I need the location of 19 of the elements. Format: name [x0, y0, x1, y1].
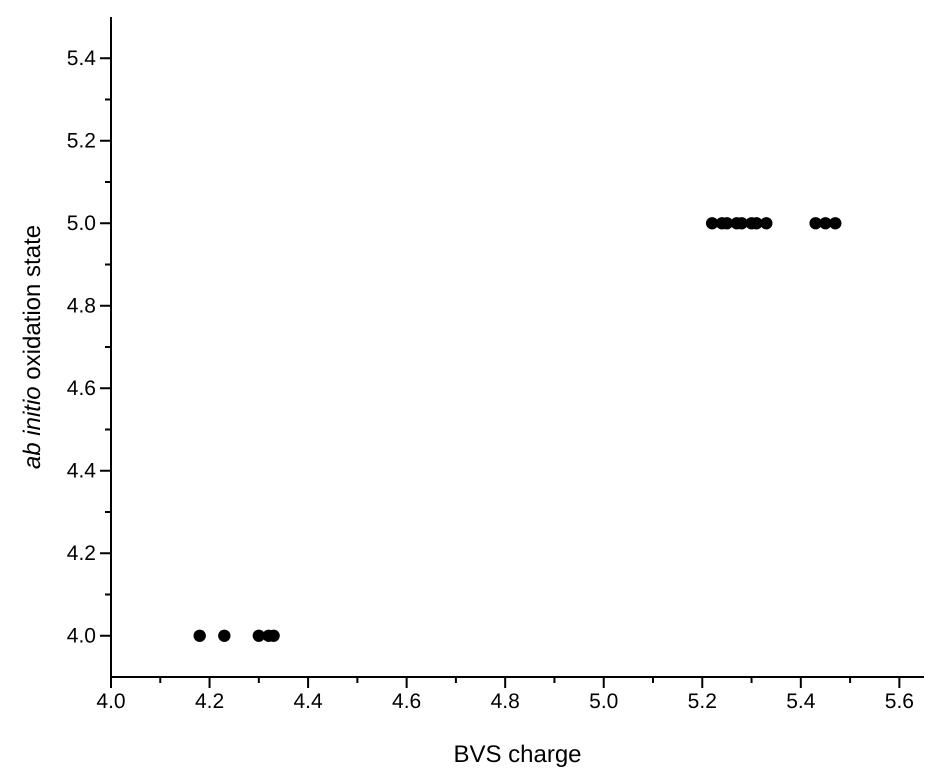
y-tick-label: 4.4: [66, 459, 96, 482]
x-tick-label: 5.2: [688, 690, 717, 713]
x-tick-label: 5.4: [786, 690, 816, 713]
y-tick-label: 5.0: [66, 212, 96, 235]
x-axis-title: BVS charge: [453, 741, 582, 768]
y-tick-label: 4.8: [66, 294, 96, 318]
x-tick-label: 4.8: [490, 690, 520, 713]
y-tick-label: 4.0: [66, 624, 96, 648]
x-tick-label: 4.6: [392, 690, 422, 713]
x-tick-label: 4.0: [96, 690, 126, 713]
x-tick-label: 4.4: [293, 690, 324, 713]
x-tick-label: 5.0: [589, 690, 618, 713]
y-axis-title: ab initio oxidation state: [19, 224, 46, 470]
y-tick-label: 5.4: [66, 46, 96, 70]
x-tick-label: 5.6: [884, 690, 914, 713]
x-tick-label: 4.2: [194, 690, 224, 713]
y-tick-label: 4.2: [66, 542, 96, 565]
y-tick-label: 4.6: [66, 376, 96, 400]
y-tick-label: 5.2: [66, 129, 96, 152]
